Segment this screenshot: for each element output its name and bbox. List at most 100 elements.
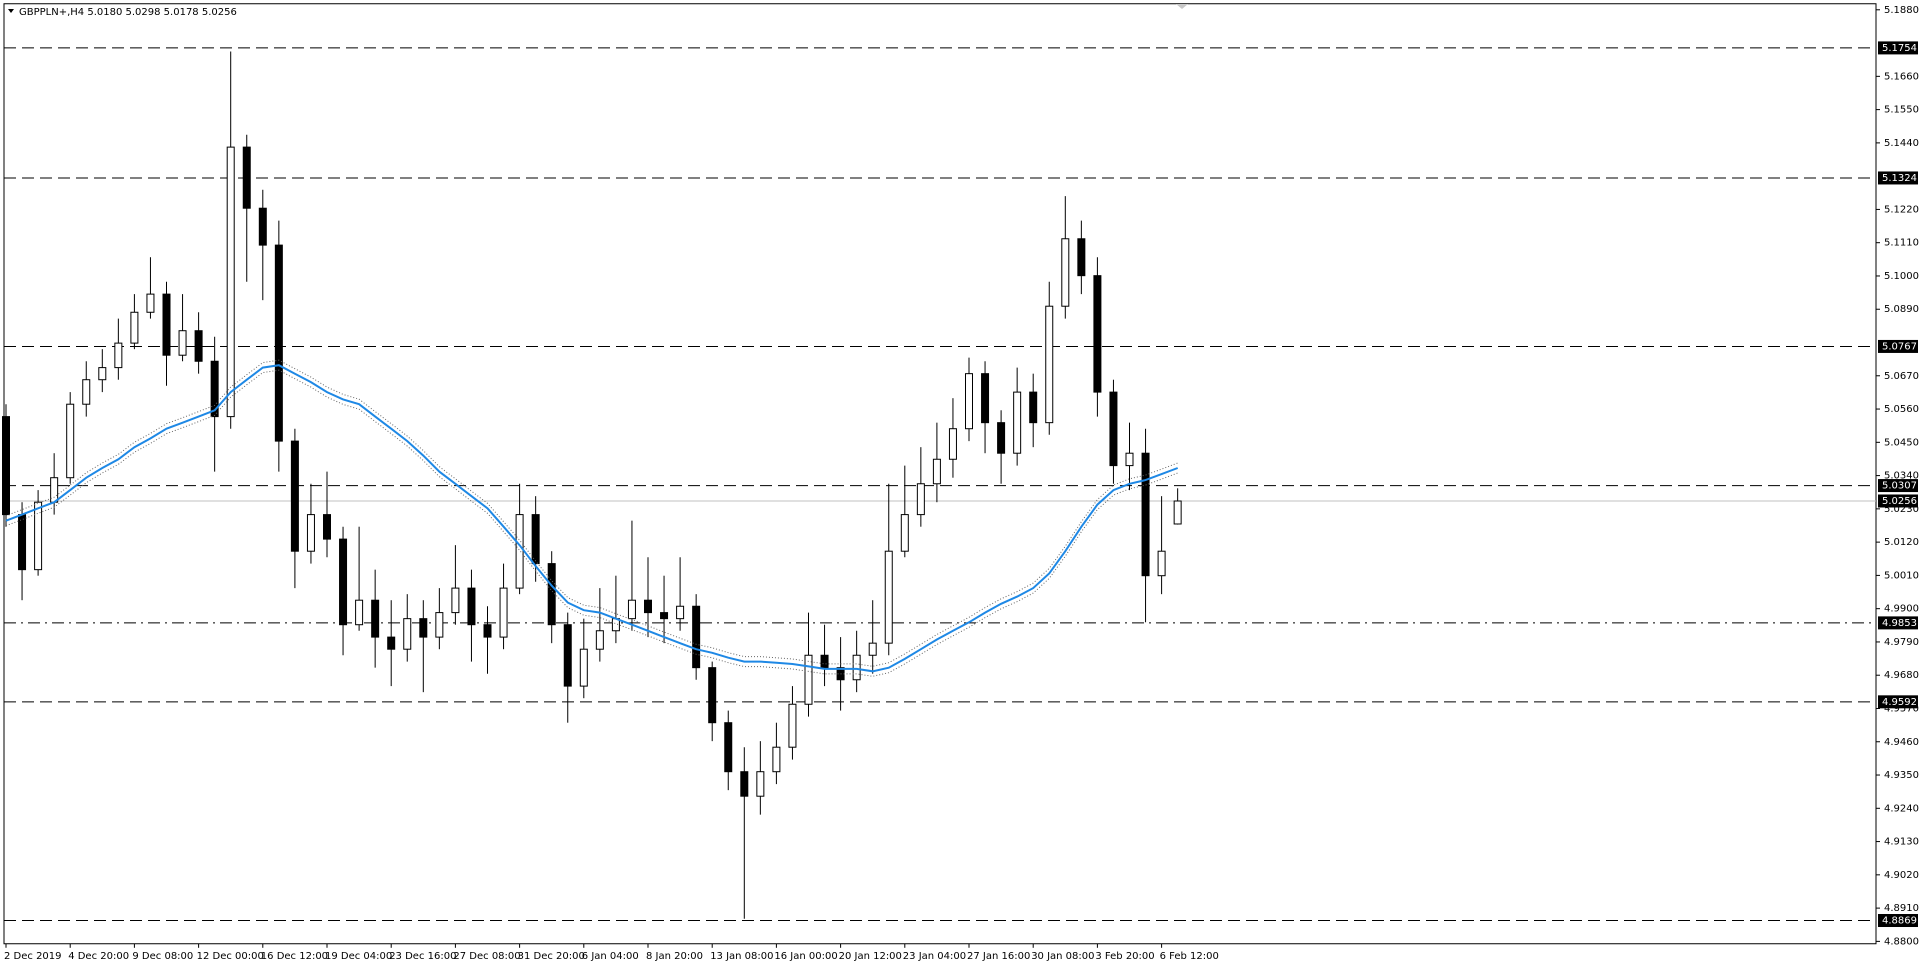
candle-body [499, 587, 508, 638]
y-tick-label: 4.9900 [1884, 604, 1919, 615]
candle-body [210, 360, 219, 418]
price-box-label: 5.0256 [1882, 496, 1917, 507]
y-tick-label: 4.9680 [1884, 670, 1919, 681]
y-tick-label: 4.9790 [1884, 637, 1919, 648]
x-tick-label: 6 Jan 04:00 [582, 951, 639, 962]
price-box [1878, 494, 1918, 508]
x-tick-label: 31 Dec 20:00 [518, 951, 585, 962]
candle-body [547, 563, 556, 626]
candle-body [467, 587, 476, 626]
x-tick-label: 6 Feb 12:00 [1160, 951, 1219, 962]
candle-body [788, 703, 797, 748]
candle-body [483, 624, 492, 638]
candle-body [932, 458, 941, 485]
y-tick-label: 4.9240 [1884, 803, 1919, 814]
price-box [1878, 914, 1918, 928]
candle-body [1125, 452, 1134, 467]
candle-body [644, 599, 652, 614]
price-box [1878, 171, 1918, 185]
candle-body [772, 746, 781, 773]
shift-marker [1176, 4, 1188, 9]
y-tick-label: 4.8800 [1884, 936, 1919, 947]
candle-body [852, 654, 861, 681]
y-tick-label: 4.9020 [1884, 870, 1919, 881]
ma-envelope [5, 369, 1178, 677]
price-box-label: 5.0307 [1882, 481, 1917, 492]
candle-body [692, 605, 701, 669]
candle-body [242, 146, 251, 209]
candle-body [435, 612, 444, 638]
candle-body [708, 667, 717, 724]
candle-body [226, 146, 235, 418]
candle-body [981, 373, 990, 424]
y-tick-label: 5.1220 [1884, 204, 1919, 215]
candle-body [387, 636, 396, 650]
candle-body [1157, 550, 1166, 577]
candle-body [804, 654, 813, 705]
x-tick-label: 13 Jan 08:00 [710, 951, 773, 962]
y-tick-label: 5.0340 [1884, 471, 1919, 482]
candle-body [1173, 500, 1182, 525]
candle-body [403, 618, 412, 650]
candle-body [306, 514, 315, 552]
candle-body [130, 311, 139, 344]
candle-body [724, 722, 733, 773]
candle-body [579, 648, 588, 687]
candle-body [1045, 305, 1054, 424]
y-tick-label: 5.1440 [1884, 138, 1919, 149]
y-tick-label: 4.9350 [1884, 770, 1919, 781]
x-tick-label: 16 Dec 12:00 [261, 951, 328, 962]
moving-average [5, 364, 1179, 673]
x-tick-label: 27 Dec 08:00 [453, 951, 520, 962]
candle-body [1109, 391, 1118, 467]
candle-body [34, 501, 43, 571]
price-box [1878, 695, 1918, 709]
y-tick-label: 5.0670 [1884, 371, 1919, 382]
y-tick-label: 5.1660 [1884, 71, 1919, 82]
y-tick-label: 5.1880 [1884, 5, 1919, 16]
y-tick-label: 5.0890 [1884, 304, 1919, 315]
candle-body [98, 367, 107, 381]
y-tick-label: 5.0230 [1884, 504, 1919, 515]
x-tick-label: 12 Dec 00:00 [197, 951, 264, 962]
candle-body [178, 330, 187, 356]
x-tick-label: 27 Jan 16:00 [967, 951, 1030, 962]
price-box-label: 5.1754 [1882, 43, 1917, 54]
price-box [1878, 41, 1918, 55]
candle-body [18, 514, 27, 571]
candle-body [1077, 238, 1086, 277]
candle-body [660, 612, 669, 620]
candle-body [948, 428, 957, 460]
price-box-label: 4.9592 [1882, 697, 1917, 708]
candle-body [1093, 275, 1102, 393]
y-tick-label: 5.1000 [1884, 271, 1919, 282]
y-tick-label: 5.0010 [1884, 570, 1919, 581]
x-tick-label: 9 Dec 08:00 [132, 951, 193, 962]
y-tick-label: 4.9570 [1884, 703, 1919, 714]
price-box-label: 4.8869 [1882, 916, 1917, 927]
candle-body [997, 422, 1006, 454]
candle-body [339, 538, 348, 626]
menu-arrow[interactable] [8, 9, 14, 13]
candle-body [2, 416, 10, 516]
x-tick-label: 30 Jan 08:00 [1031, 951, 1094, 962]
x-tick-label: 8 Jan 20:00 [646, 951, 703, 962]
y-tick-label: 4.8910 [1884, 903, 1919, 914]
candle-body [274, 244, 283, 442]
candle-body [627, 599, 636, 620]
x-tick-label: 3 Feb 20:00 [1095, 951, 1154, 962]
candle-body [756, 771, 765, 797]
candle-body [1061, 238, 1070, 307]
price-box [1878, 479, 1918, 493]
x-tick-label: 20 Jan 12:00 [839, 951, 902, 962]
candle-body [531, 514, 540, 565]
x-tick-label: 23 Jan 04:00 [903, 951, 966, 962]
price-box [1878, 339, 1918, 353]
candle-body [884, 550, 893, 644]
y-tick-label: 5.1550 [1884, 105, 1919, 116]
candle-body [676, 605, 685, 620]
price-box-label: 5.0767 [1882, 341, 1917, 352]
candle-body [740, 771, 749, 797]
x-tick-label: 19 Dec 04:00 [325, 951, 392, 962]
y-tick-label: 4.9130 [1884, 837, 1919, 848]
